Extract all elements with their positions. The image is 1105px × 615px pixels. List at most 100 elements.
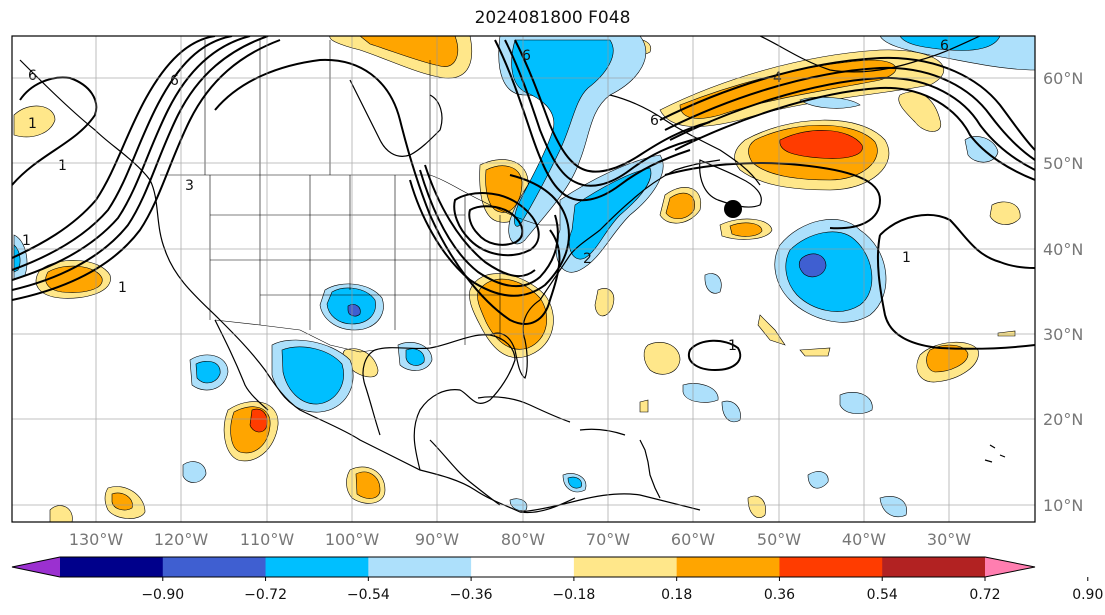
colorbar-segment [265, 557, 369, 577]
coast-newfoundland [699, 159, 762, 208]
contour-label: 6 [940, 38, 949, 54]
warm-blob-atlantic-mid1 [594, 288, 615, 317]
lat-label: 20°N [1043, 410, 1083, 429]
latitude-labels: 60°N 50°N 40°N 30°N 20°N 10°N [1043, 69, 1083, 515]
warm-blob-sliver-2 [799, 347, 831, 357]
contour-east-trough-1 [409, 174, 570, 297]
contour-label: 1 [22, 233, 31, 249]
colorbar-segment [779, 557, 883, 577]
contour-east-trough-4 [494, 39, 691, 202]
contour-north-ridge [214, 58, 561, 325]
colorbar-tick-label: −0.54 [347, 587, 390, 603]
lon-label: 110°W [240, 530, 295, 549]
contour-atlantic-jet-2 [664, 66, 1035, 161]
cold-core-mexico-west [195, 361, 221, 384]
lat-label: 10°N [1043, 496, 1083, 515]
contour-label: 2 [583, 251, 592, 267]
hot-spot-baja [249, 408, 268, 433]
contour-label: 1 [902, 250, 911, 266]
contour-label: 1 [28, 116, 37, 132]
cold-blob-atlantic-s3 [839, 391, 873, 414]
colorbar-outline [11, 556, 1036, 578]
colorbar-tick-label: 0.54 [867, 587, 898, 603]
lon-label: 90°W [415, 530, 459, 549]
contour-lines [12, 36, 1035, 372]
contour-label: 6 [522, 48, 531, 64]
contour-atlantic-jet-4 [674, 86, 1035, 181]
cold-core-mexico-north [281, 346, 344, 405]
contour-west-trough-1 [12, 39, 281, 301]
contour-west-trough-2 [12, 36, 269, 291]
colorbar-segment [882, 557, 986, 577]
contour-label: 1 [58, 158, 67, 174]
colorbar-extend-high [985, 557, 1035, 577]
contour-label: 1 [118, 280, 127, 296]
warm-blob-east [898, 91, 942, 132]
colorbar-tick-label: 0.72 [969, 587, 1000, 603]
warm-core-mexico-south [355, 471, 381, 499]
contour-atlantic-high [879, 214, 1035, 269]
colorbar-segment [162, 557, 267, 577]
islands-azores [984, 444, 1006, 463]
lon-label: 130°W [69, 530, 124, 549]
warm-core-pacific-south [111, 492, 133, 511]
contour-atlantic-jet-3 [669, 76, 1035, 171]
gridlines [12, 36, 1035, 522]
contour-label: 1 [728, 338, 737, 354]
lon-label: 40°W [842, 530, 886, 549]
contour-atlantic-high-2 [876, 234, 1035, 350]
lat-label: 60°N [1043, 69, 1083, 88]
contour-west-trough-5 [12, 36, 216, 259]
contour-east-trough-3 [424, 164, 536, 278]
warm-blob-atlantic-south [643, 341, 681, 375]
warm-blob-far-east [989, 201, 1021, 225]
lon-label: 80°W [501, 530, 545, 549]
contour-label: 6 [650, 113, 659, 129]
state-lines [209, 175, 501, 345]
contour-west-trough-3 [12, 36, 251, 281]
lat-label: 30°N [1043, 325, 1083, 344]
warm-blob-south-2 [639, 399, 649, 413]
political-borders [160, 40, 560, 353]
warm-core-canada-north [359, 36, 459, 67]
lon-label: 50°W [757, 530, 801, 549]
map-title: 2024081800 F048 [474, 8, 631, 28]
contour-great-lakes-low [453, 192, 540, 257]
colorbar-segment [471, 557, 575, 577]
colorbar-tick-label: −0.90 [141, 587, 184, 603]
cold-core-caribbean [567, 476, 582, 489]
cold-core-top-right [899, 36, 1001, 51]
warm-blob-sliver-3 [997, 330, 1016, 337]
anomaly-fills [13, 36, 1035, 522]
contour-east-trough-2 [419, 169, 559, 288]
map-frame [11, 35, 1036, 523]
lon-label: 30°W [927, 530, 971, 549]
coast-east-us [539, 159, 721, 301]
cold-core-east-canada [511, 39, 614, 227]
colorbar-segment [368, 557, 472, 577]
hot-spot-atlantic [779, 130, 863, 159]
contour-east-trough-5 [504, 39, 701, 187]
lat-label: 50°N [1043, 154, 1083, 173]
warm-blob-sliver-1 [757, 314, 786, 346]
coast-gulf [362, 334, 516, 471]
coast-cuba [477, 396, 571, 423]
lat-label: 40°N [1043, 240, 1083, 259]
contour-east-trough-6 [514, 39, 711, 173]
contour-label: 6 [170, 73, 179, 89]
black-dot-marker [724, 200, 742, 218]
contour-pacific-low [12, 76, 98, 186]
us-mexico-border [214, 319, 376, 353]
warm-core-atlantic-mid2 [729, 222, 763, 237]
cold-deep-plains [347, 304, 361, 317]
coast-central-america [429, 439, 501, 506]
colorbar-tick-label: −0.72 [244, 587, 287, 603]
lon-label: 120°W [154, 530, 209, 549]
coast-labrador [609, 94, 761, 186]
contour-west-trough-4 [12, 36, 233, 271]
islands-caribbean-chain [639, 439, 661, 499]
contour-atlantic-mid-1 [664, 162, 882, 230]
contour-label: 3 [185, 178, 194, 194]
cold-blob-pacific-south [182, 461, 207, 483]
